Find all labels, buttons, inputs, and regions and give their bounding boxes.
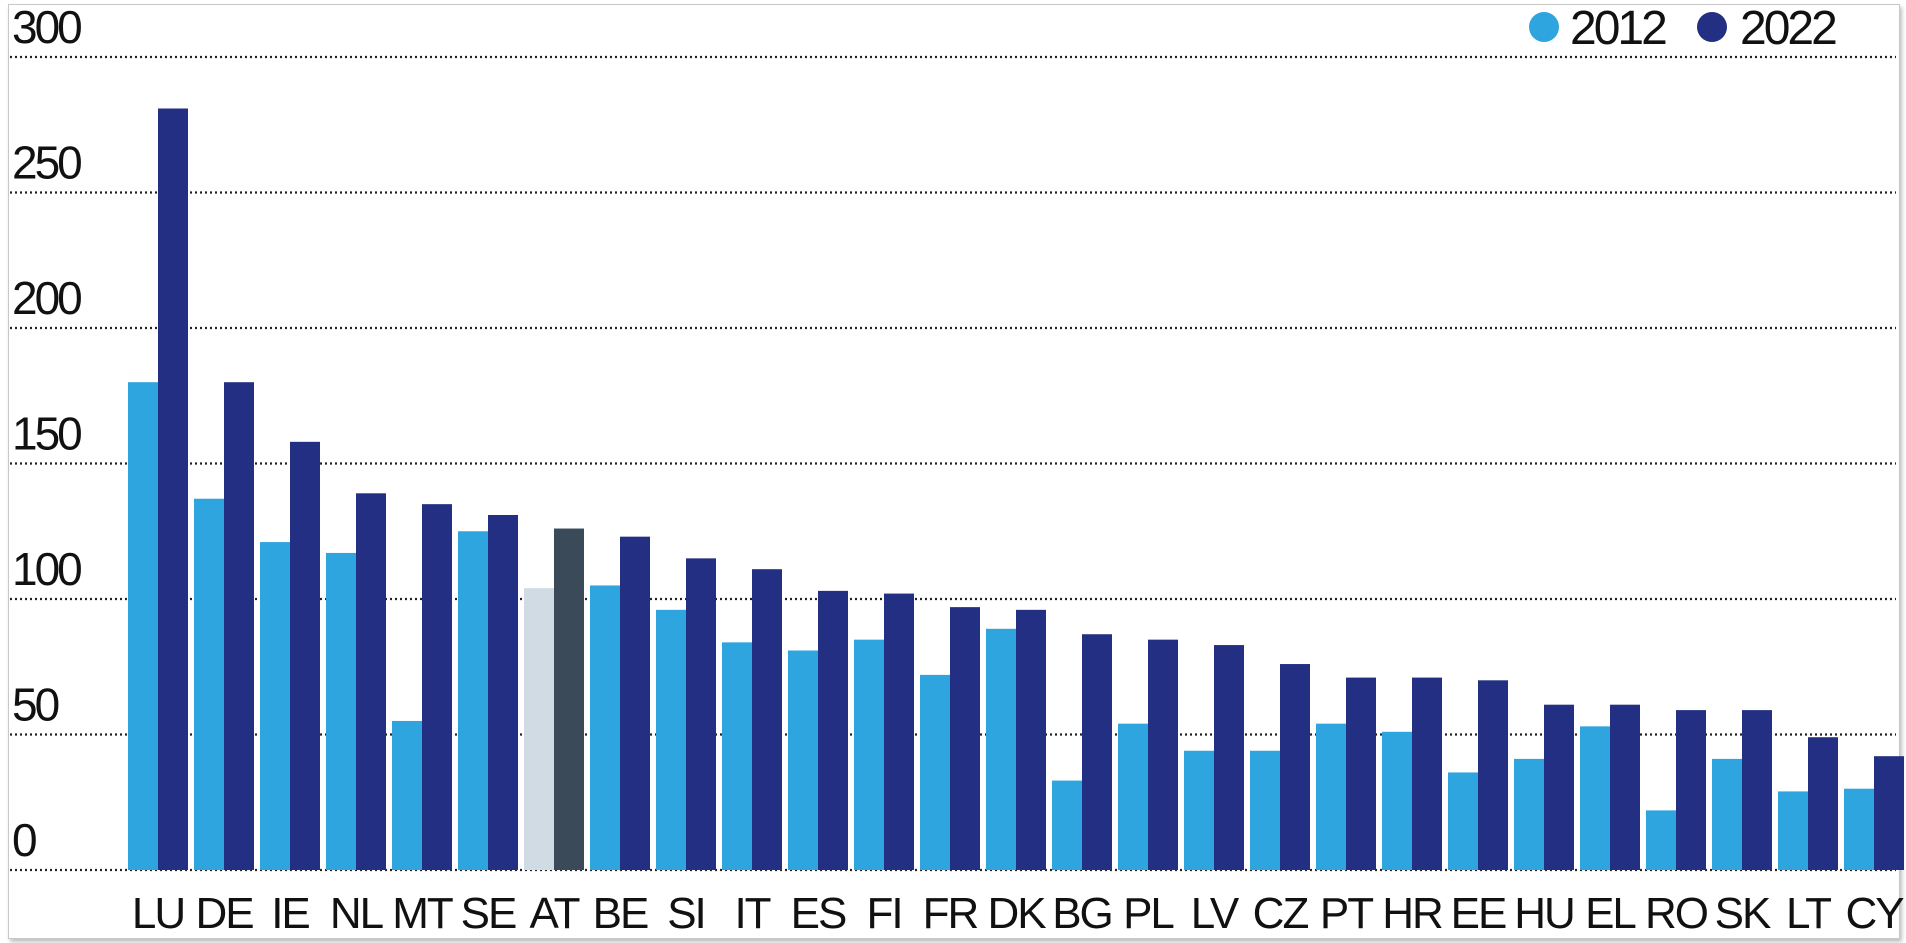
bar-ee-2022 [1478,680,1508,870]
bar-be-2012 [590,585,620,870]
bar-lt-2012 [1778,791,1808,870]
x-tick-label-ro: RO [1645,889,1708,938]
bar-cz-2022 [1280,664,1310,870]
bar-lt-2022 [1808,737,1838,870]
bar-fr-2022 [950,607,980,870]
bar-hu-2022 [1544,704,1574,870]
x-tick-label-fr: FR [923,889,978,938]
bar-pt-2012 [1316,723,1346,870]
bar-fi-2012 [854,639,884,870]
bars [128,108,1904,871]
x-tick-label-at: AT [530,889,580,938]
bar-hr-2022 [1412,677,1442,870]
bar-hu-2012 [1514,758,1544,870]
bar-se-2022 [488,514,518,870]
bar-at-2022 [554,528,584,870]
bar-ro-2012 [1646,810,1676,870]
bar-fr-2012 [920,674,950,870]
x-tick-label-se: SE [461,889,516,938]
bar-es-2012 [788,650,818,870]
y-tick-label-0: 0 [12,814,36,866]
bar-es-2022 [818,590,848,870]
x-tick-label-it: IT [734,889,770,938]
x-tick-label-lt: LT [1786,889,1831,938]
bar-fi-2022 [884,593,914,870]
bar-si-2012 [656,609,686,870]
bar-dk-2022 [1016,609,1046,870]
y-tick-label-150: 150 [12,408,81,460]
bar-el-2022 [1610,704,1640,870]
y-tick-label-300: 300 [12,1,81,53]
bar-pt-2022 [1346,677,1376,870]
y-axis-ticks: 0 50 100 150 200 250 300 [12,1,84,866]
y-tick-label-200: 200 [12,272,81,324]
bar-it-2012 [722,642,752,870]
legend-label-2022: 2022 [1740,2,1836,55]
x-tick-label-be: BE [593,889,648,938]
bar-nl-2012 [326,552,356,870]
bar-de-2012 [194,498,224,870]
x-tick-label-hr: HR [1382,889,1442,938]
bar-sk-2012 [1712,758,1742,870]
x-tick-label-pt: PT [1320,889,1373,938]
x-tick-label-dk: DK [987,889,1046,938]
bar-cy-2012 [1844,788,1874,870]
y-tick-label-50: 50 [12,679,59,731]
bar-mt-2012 [392,720,422,870]
legend-marker-2012 [1529,12,1559,42]
x-tick-label-de: DE [195,889,253,938]
bar-el-2012 [1580,726,1610,870]
bar-si-2022 [686,558,716,870]
y-tick-label-250: 250 [12,137,81,189]
bar-sk-2022 [1742,710,1772,870]
x-tick-label-es: ES [791,889,846,938]
x-tick-label-si: SI [667,889,705,938]
bar-bg-2012 [1052,780,1082,870]
x-tick-label-hu: HU [1514,889,1574,938]
bar-ro-2022 [1676,710,1706,870]
bar-ie-2012 [260,542,290,870]
x-tick-label-lu: LU [132,889,184,938]
bar-dk-2012 [986,628,1016,870]
legend-label-2012: 2012 [1570,2,1666,55]
bar-ee-2012 [1448,772,1478,870]
bar-at-2012 [524,588,554,870]
legend: 2012 2022 [1529,2,1839,55]
bar-be-2022 [620,536,650,870]
bar-nl-2022 [356,493,386,870]
x-tick-label-cy: CY [1845,889,1904,938]
bar-it-2022 [752,569,782,870]
bar-lu-2022 [158,108,188,871]
legend-marker-2022 [1697,12,1727,42]
bar-lv-2012 [1184,750,1214,870]
bar-pl-2012 [1118,723,1148,870]
bar-lv-2022 [1214,645,1244,870]
bar-hr-2012 [1382,731,1412,870]
x-tick-label-bg: BG [1052,889,1112,938]
x-tick-label-nl: NL [330,889,384,938]
bar-pl-2022 [1148,639,1178,870]
x-tick-label-cz: CZ [1253,889,1309,938]
bar-de-2022 [224,382,254,870]
x-tick-label-ee: EE [1451,889,1506,938]
x-tick-label-fi: FI [866,889,901,938]
x-tick-label-ie: IE [271,889,309,938]
bar-cz-2012 [1250,750,1280,870]
x-tick-label-sk: SK [1715,889,1771,938]
bar-mt-2022 [422,504,452,870]
bar-se-2012 [458,531,488,870]
x-tick-label-mt: MT [392,889,453,938]
bar-lu-2012 [128,382,158,870]
x-tick-label-pl: PL [1123,889,1174,938]
bar-bg-2022 [1082,634,1112,870]
x-tick-label-lv: LV [1191,889,1240,938]
x-axis-labels: LU DE IE NL MT SE AT BE SI IT ES FI FR DK BG PL LV CZ PT HR… [132,889,1906,938]
bar-cy-2022 [1874,756,1904,870]
y-tick-label-100: 100 [12,543,81,595]
x-tick-label-el: EL [1585,889,1636,938]
bar-ie-2022 [290,441,320,870]
